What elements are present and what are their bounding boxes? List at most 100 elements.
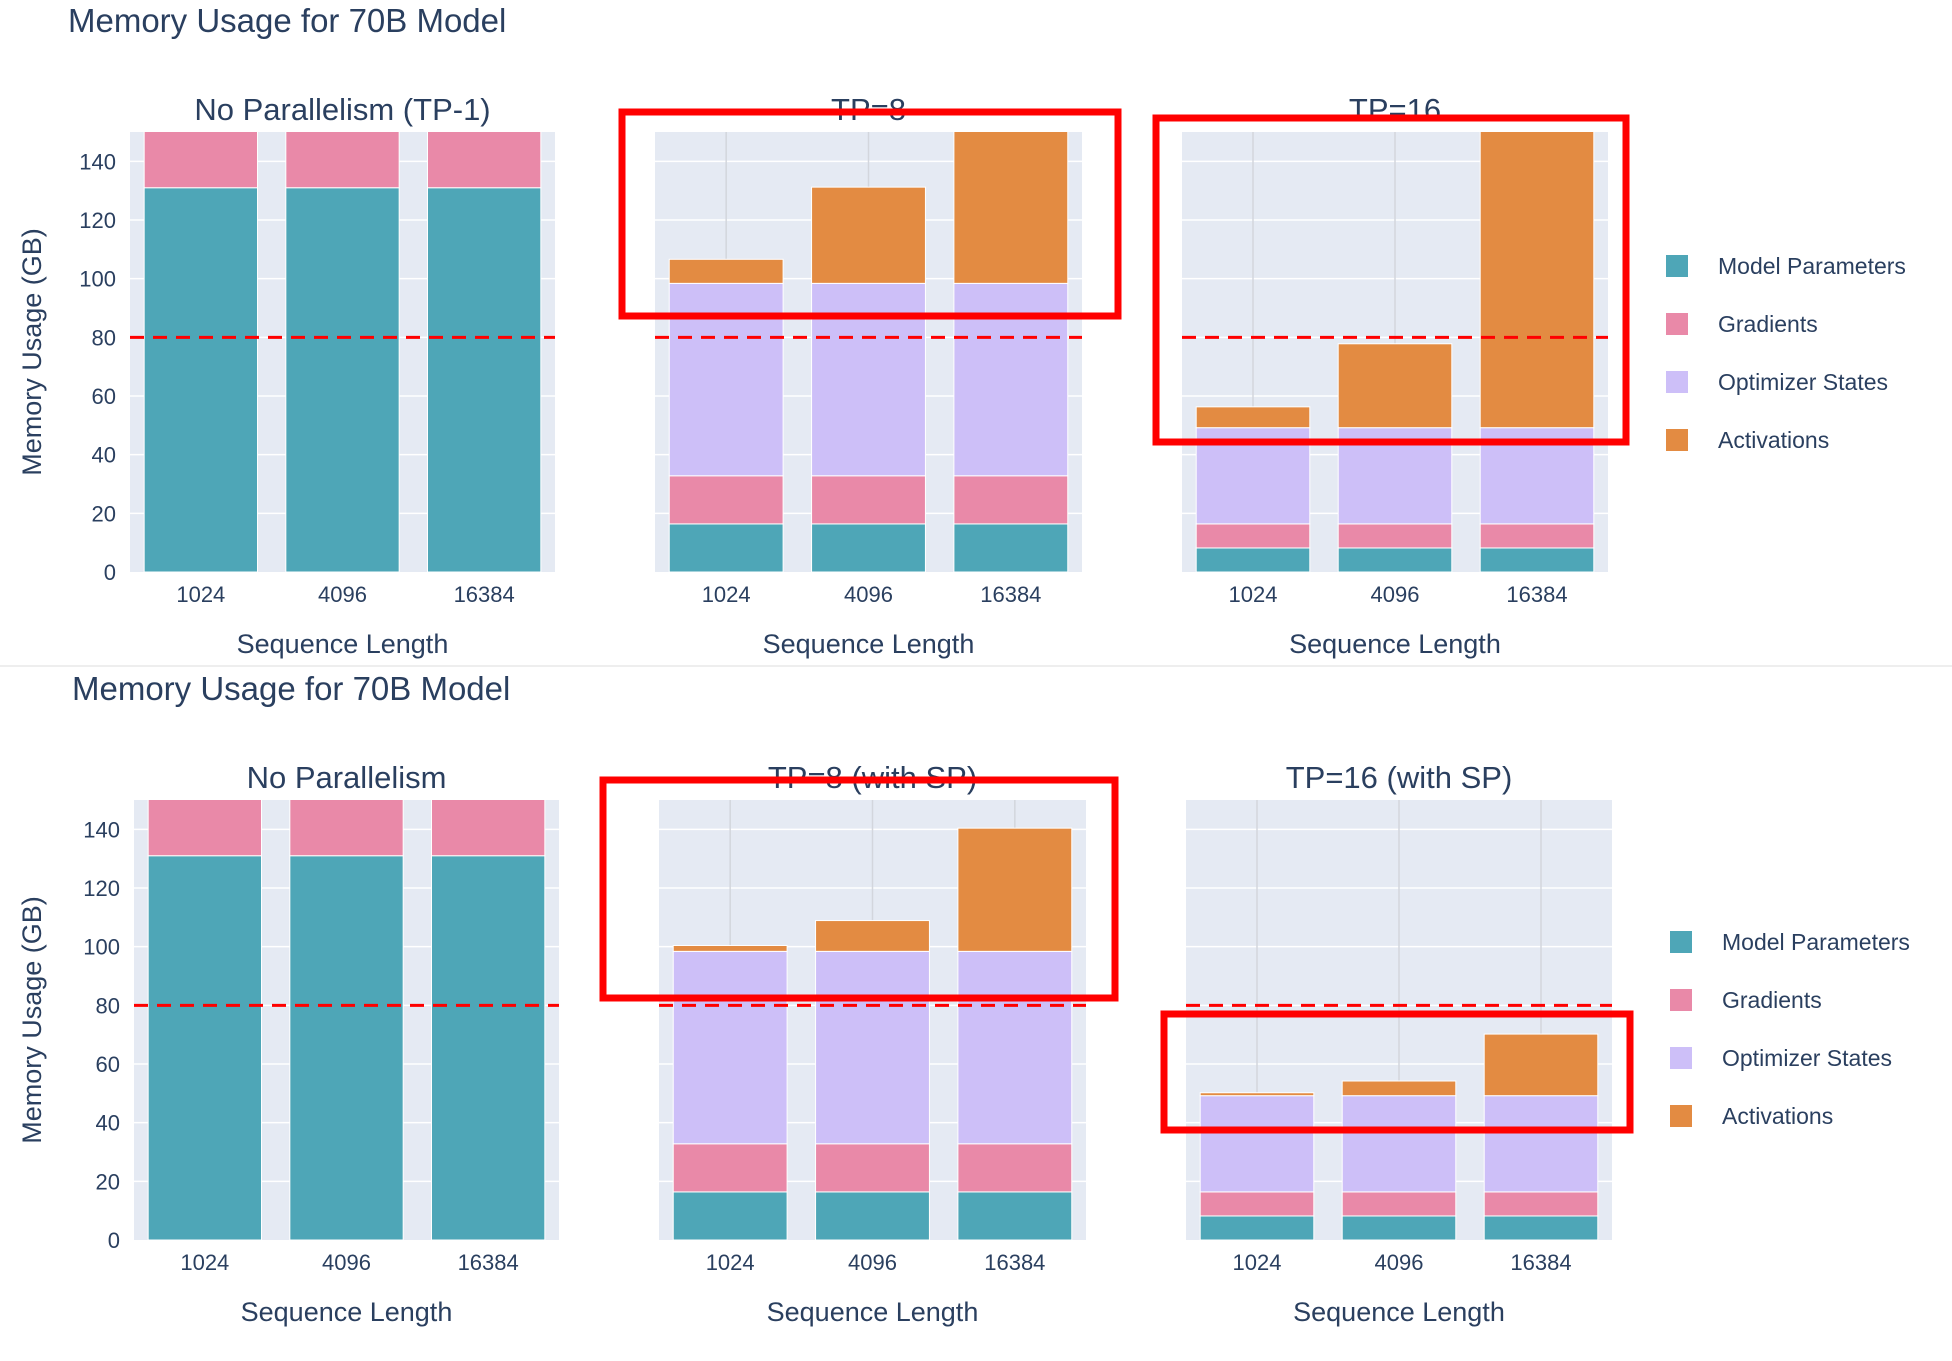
legend-label-gradients[interactable]: Gradients (1722, 987, 1822, 1013)
bar-gradients-4096 (289, 800, 404, 857)
highlight-box (1152, 114, 1630, 446)
x-tick-label: 16384 (454, 582, 515, 607)
x-axis-label: Sequence Length (241, 1297, 453, 1327)
figure-title: Memory Usage for 70B Model (68, 2, 506, 39)
legend-swatch-gradients[interactable] (1670, 989, 1692, 1011)
bar-gradients-4096 (1337, 523, 1453, 549)
x-tick-label: 16384 (458, 1250, 519, 1275)
legend-label-activations[interactable]: Activations (1722, 1103, 1833, 1129)
bar-gradients-4096 (1341, 1191, 1457, 1217)
bar-optimizer-states-16384 (953, 282, 1069, 477)
x-tick-label: 1024 (702, 582, 751, 607)
bar-gradients-4096 (815, 1143, 930, 1193)
x-tick-label: 1024 (1233, 1250, 1282, 1275)
y-tick-label: 80 (92, 325, 116, 350)
y-tick-label: 100 (79, 267, 116, 292)
highlight-box (618, 108, 1122, 320)
x-tick-label: 4096 (322, 1250, 371, 1275)
bar-model-parameters-16384 (957, 1191, 1073, 1240)
bar-activations-1024 (672, 944, 788, 952)
legend-swatch-activations[interactable] (1666, 429, 1688, 451)
legend-label-gradients[interactable]: Gradients (1718, 311, 1818, 337)
highlight-box (599, 776, 1119, 1002)
x-tick-label: 4096 (1375, 1250, 1424, 1275)
y-tick-label: 60 (92, 384, 116, 409)
y-axis-label: Memory Usage (GB) (17, 896, 47, 1144)
bar-optimizer-states-1024 (1199, 1095, 1315, 1193)
x-axis-label: Sequence Length (767, 1297, 979, 1327)
bar-model-parameters-16384 (427, 187, 542, 572)
bar-gradients-1024 (672, 1143, 788, 1193)
legend-swatch-optimizer-states[interactable] (1666, 371, 1688, 393)
bar-model-parameters-1024 (147, 855, 263, 1240)
legend-swatch-gradients[interactable] (1666, 313, 1688, 335)
bar-gradients-1024 (143, 132, 259, 189)
x-tick-label: 16384 (1506, 582, 1567, 607)
bottom-figure: Memory Usage for 70B Model Memory Usage (… (17, 670, 1910, 1327)
y-axis-label: Memory Usage (GB) (17, 228, 47, 476)
bars (1195, 132, 1595, 572)
legend-label-optimizer-states[interactable]: Optimizer States (1722, 1045, 1892, 1071)
bar-gradients-1024 (147, 800, 263, 857)
bar-activations-4096 (1341, 1080, 1457, 1097)
bar-model-parameters-16384 (1479, 547, 1595, 572)
bar-optimizer-states-4096 (1341, 1095, 1457, 1193)
bar-model-parameters-1024 (668, 523, 784, 572)
bar-activations-4096 (811, 186, 926, 284)
y-tick-label: 40 (92, 443, 116, 468)
y-tick-label: 140 (83, 817, 120, 842)
bar-optimizer-states-1024 (668, 282, 784, 477)
x-tick-label: 4096 (318, 582, 367, 607)
bar-model-parameters-16384 (953, 523, 1069, 572)
legend-swatch-activations[interactable] (1670, 1105, 1692, 1127)
x-tick-label: 1024 (176, 582, 225, 607)
legend-swatch-optimizer-states[interactable] (1670, 1047, 1692, 1069)
bar-activations-16384 (957, 827, 1073, 952)
bar-activations-4096 (1337, 343, 1453, 429)
x-tick-label: 1024 (180, 1250, 229, 1275)
x-axis-label: Sequence Length (1293, 1297, 1505, 1327)
subplot-no-parallelism-tp-1: 0 20 40 60 80 100 120 140 1024 4096 16384Sequence … (79, 92, 555, 659)
figure-title: Memory Usage for 70B Model (72, 670, 510, 707)
legend-label-model-parameters[interactable]: Model Parameters (1718, 253, 1906, 279)
subplot-no-parallelism: 0 20 40 60 80 100 120 140 1024 4096 16384Sequence … (83, 760, 559, 1327)
bar-model-parameters-4096 (811, 523, 926, 572)
legend-label-model-parameters[interactable]: Model Parameters (1722, 929, 1910, 955)
bar-gradients-16384 (431, 800, 546, 857)
y-tick-label: 40 (96, 1111, 120, 1136)
x-axis-label: Sequence Length (237, 629, 449, 659)
bar-gradients-16384 (957, 1143, 1073, 1193)
y-tick-label: 20 (92, 501, 116, 526)
y-tick-label: 80 (96, 993, 120, 1018)
subplot-title: No Parallelism (247, 760, 447, 795)
y-tick-label: 140 (79, 149, 116, 174)
bars (147, 800, 546, 1240)
highlight-box (1160, 1010, 1634, 1134)
legend: Model Parameters Gradients Optimizer State… (1666, 253, 1906, 453)
bars (143, 132, 542, 572)
legend-label-activations[interactable]: Activations (1718, 427, 1829, 453)
bar-model-parameters-16384 (431, 855, 546, 1240)
x-tick-label: 1024 (1229, 582, 1278, 607)
bar-model-parameters-4096 (1337, 547, 1453, 572)
y-tick-label: 120 (83, 876, 120, 901)
legend-swatch-model-parameters[interactable] (1670, 931, 1692, 953)
subplot-title: TP=16 (with SP) (1286, 760, 1513, 795)
x-tick-label: 1024 (706, 1250, 755, 1275)
bar-model-parameters-4096 (289, 855, 404, 1240)
legend-label-optimizer-states[interactable]: Optimizer States (1718, 369, 1888, 395)
legend-swatch-model-parameters[interactable] (1666, 255, 1688, 277)
y-tick-label: 0 (104, 560, 116, 585)
bar-gradients-1024 (1195, 523, 1311, 549)
x-tick-label: 16384 (980, 582, 1041, 607)
bar-model-parameters-1024 (1199, 1215, 1315, 1240)
bar-activations-1024 (1195, 406, 1311, 429)
bar-optimizer-states-1024 (672, 950, 788, 1145)
bar-optimizer-states-16384 (1483, 1095, 1599, 1193)
bar-optimizer-states-4096 (811, 282, 926, 477)
x-tick-label: 4096 (844, 582, 893, 607)
bar-activations-16384 (1479, 132, 1595, 429)
